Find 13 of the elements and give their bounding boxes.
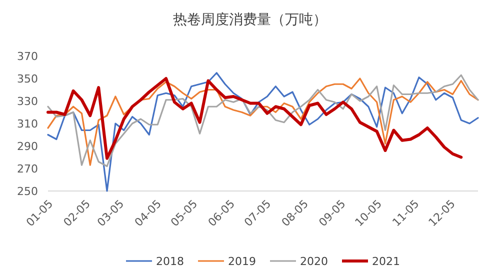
legend-label: 2020 xyxy=(300,254,328,268)
legend-label: 2018 xyxy=(156,254,184,268)
line-series xyxy=(47,72,479,192)
chart-title: 热卷周度消费量（万吨） xyxy=(173,12,327,28)
legend-label: 2019 xyxy=(228,254,256,268)
y-tick-label: 330 xyxy=(17,94,38,108)
y-tick-label: 250 xyxy=(17,184,38,198)
y-tick-label: 310 xyxy=(17,117,38,130)
y-tick-label: 370 xyxy=(17,50,38,63)
legend-label: 2021 xyxy=(372,254,400,268)
y-tick-label: 270 xyxy=(17,162,38,176)
y-tick-label: 290 xyxy=(17,140,38,153)
y-tick-label: 350 xyxy=(17,72,38,86)
